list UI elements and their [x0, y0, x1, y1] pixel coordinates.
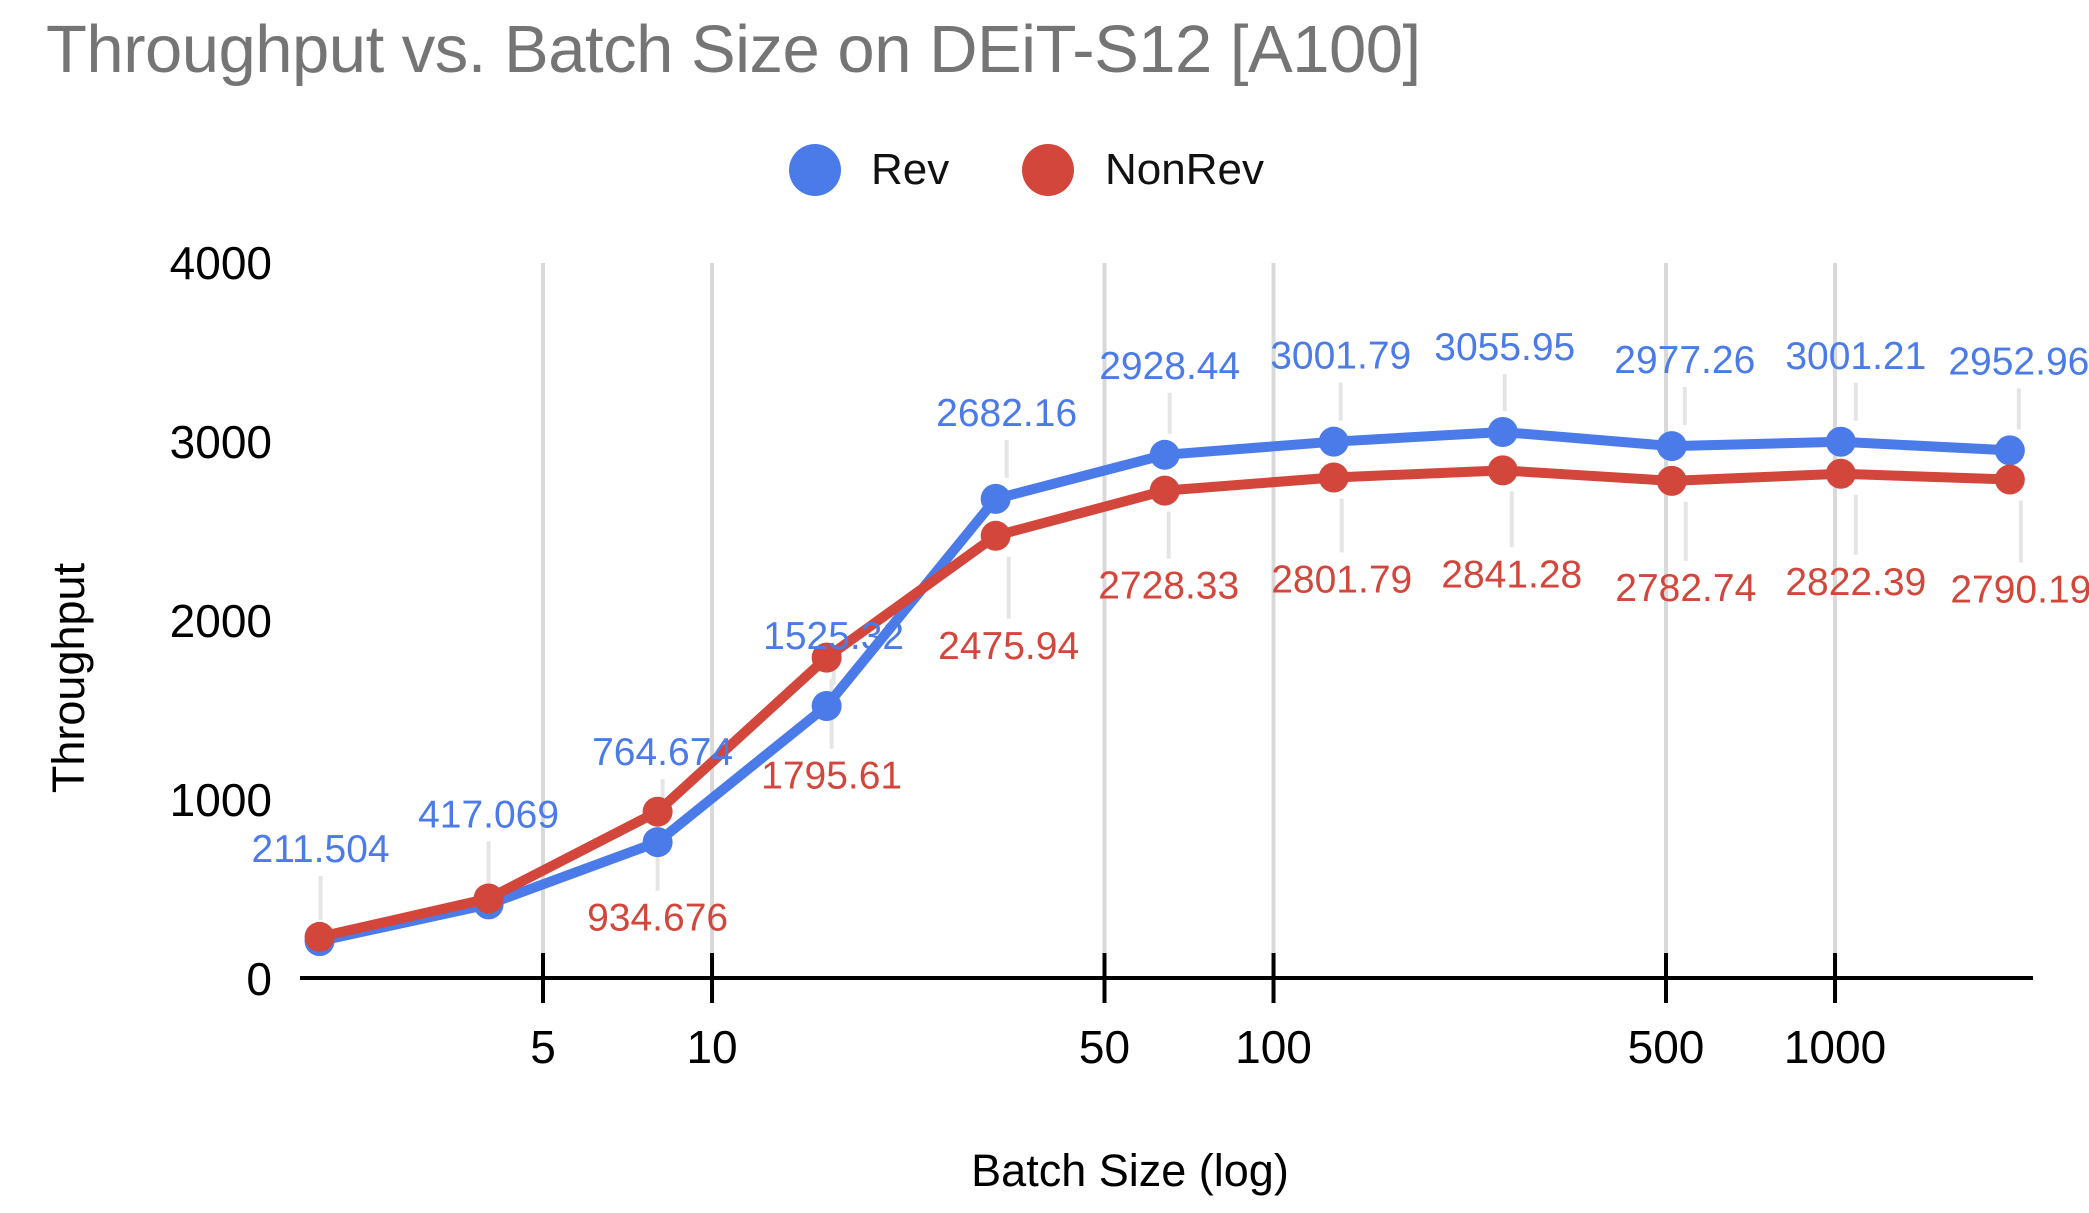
x-axis-title: Batch Size (log) — [971, 1145, 1289, 1196]
legend-rev-swatch-icon — [789, 144, 841, 196]
y-tick-label-0: 0 — [246, 953, 272, 1005]
data-point-nonrev-x4[interactable] — [473, 883, 504, 914]
data-label-rev-x16: 1525.32 — [763, 615, 904, 658]
data-label-rev-x32: 2682.16 — [936, 392, 1077, 435]
data-point-rev-x2048[interactable] — [1994, 435, 2025, 466]
data-point-rev-x1024[interactable] — [1825, 426, 1856, 457]
x-tick-label-100: 100 — [1235, 1021, 1312, 1073]
data-label-nonrev-x1024: 2822.39 — [1785, 561, 1926, 604]
series-line-rev — [314, 426, 2015, 947]
data-label-rev-x4: 417.069 — [418, 793, 559, 836]
x-tick-label-500: 500 — [1628, 1021, 1705, 1073]
data-point-nonrev-x16[interactable] — [811, 642, 842, 673]
data-point-nonrev-x2[interactable] — [304, 921, 335, 952]
data-label-rev-x1024: 3001.21 — [1785, 335, 1926, 378]
data-point-rev-x16[interactable] — [811, 690, 842, 721]
data-point-rev-x8[interactable] — [642, 827, 673, 858]
x-tick-label-1000: 1000 — [1784, 1021, 1886, 1073]
data-label-nonrev-x16: 1795.61 — [761, 755, 902, 798]
data-label-rev-x8: 764.674 — [592, 731, 733, 774]
data-label-rev-x512: 2977.26 — [1614, 339, 1755, 382]
y-tick-label-1000: 1000 — [170, 774, 272, 826]
data-label-rev-x64: 2928.44 — [1099, 345, 1240, 388]
data-point-rev-x128[interactable] — [1318, 426, 1349, 457]
data-label-nonrev-x256: 2841.28 — [1441, 553, 1582, 596]
data-point-nonrev-x1024[interactable] — [1825, 458, 1856, 489]
x-tick-label-50: 50 — [1079, 1021, 1130, 1073]
data-label-rev-x2: 211.504 — [252, 828, 390, 871]
data-point-nonrev-x64[interactable] — [1149, 475, 1180, 506]
data-label-nonrev-x128: 2801.79 — [1271, 558, 1412, 601]
data-point-nonrev-x2048[interactable] — [1994, 464, 2025, 495]
series-line-nonrev — [314, 465, 2015, 942]
data-label-nonrev-x2048: 2790.19 — [1950, 569, 2089, 612]
data-point-nonrev-x8[interactable] — [642, 796, 673, 827]
data-label-rev-x256: 3055.95 — [1434, 326, 1575, 369]
legend-nonrev-label[interactable]: NonRev — [1105, 145, 1264, 194]
data-point-nonrev-x256[interactable] — [1487, 455, 1518, 486]
data-point-rev-x512[interactable] — [1656, 431, 1687, 462]
data-label-rev-x128: 3001.79 — [1270, 335, 1411, 378]
chart-title: Throughput vs. Batch Size on DEiT-S12 [A… — [46, 12, 1421, 87]
data-label-nonrev-x512: 2782.74 — [1615, 567, 1756, 610]
y-tick-label-3000: 3000 — [170, 416, 272, 468]
data-point-nonrev-x32[interactable] — [980, 520, 1011, 551]
legend-rev-label[interactable]: Rev — [871, 145, 950, 194]
data-point-rev-x32[interactable] — [980, 483, 1011, 514]
data-point-rev-x64[interactable] — [1149, 439, 1180, 470]
data-point-rev-x256[interactable] — [1487, 416, 1518, 447]
x-tick-label-5: 5 — [530, 1021, 556, 1073]
legend-nonrev-swatch-icon — [1022, 144, 1074, 196]
data-label-nonrev-x64: 2728.33 — [1098, 565, 1239, 608]
y-tick-label-4000: 4000 — [170, 237, 272, 289]
y-tick-label-2000: 2000 — [170, 595, 272, 647]
data-point-nonrev-x512[interactable] — [1656, 465, 1687, 496]
x-tick-label-10: 10 — [686, 1021, 737, 1073]
data-label-rev-x2048: 2952.96 — [1948, 340, 2089, 383]
data-point-nonrev-x128[interactable] — [1318, 462, 1349, 493]
data-label-nonrev-x32: 2475.94 — [938, 625, 1079, 668]
data-label-nonrev-x8: 934.676 — [587, 897, 728, 940]
